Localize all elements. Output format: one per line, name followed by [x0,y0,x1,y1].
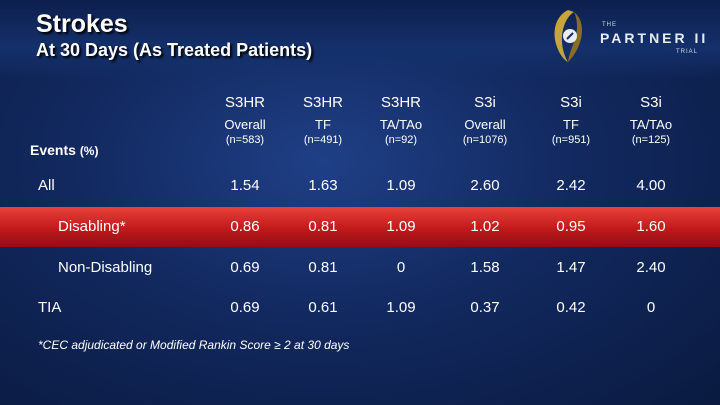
column-group: S3i [640,94,662,111]
logo-trial-text: TRIAL [676,49,699,55]
partner-logo: THE PARTNER II TRIAL [548,6,712,66]
table-cell: 1.54 [230,177,260,194]
column-subgroup: TA/TAo [629,117,673,132]
events-label-text: Events [30,142,76,158]
column-header-4: S3i Overall (n=1076) [443,94,527,146]
table-cell: 0.69 [230,299,260,316]
column-subgroup: TA/TAo [379,117,423,132]
slide-subtitle: At 30 Days (As Treated Patients) [36,40,313,60]
row-label: Disabling* [58,218,126,235]
column-header-1: S3HR Overall (n=583) [203,94,287,146]
events-unit: (%) [79,144,99,158]
row-label: All [38,177,55,194]
column-group: S3HR [380,94,421,111]
table-cell: 0 [646,299,656,316]
column-subgroup: Overall [224,117,266,132]
table-cell: 0.69 [230,259,260,276]
table-cell: 2.60 [470,177,500,194]
table-row-non-disabling: Non-Disabling 0.69 0.81 0 1.58 1.47 2.40 [0,248,720,288]
column-subgroup: Overall [464,117,506,132]
column-n: (n=1076) [462,134,508,146]
table-cell: 0.95 [556,218,586,235]
row-label: Non-Disabling [58,259,153,276]
column-header-3: S3HR TA/TAo (n=92) [359,94,443,146]
table-cell: 4.00 [636,177,666,194]
table-cell: 1.09 [386,218,416,235]
table-cell: 1.47 [556,259,586,276]
table-cell: 0.42 [556,299,586,316]
header-band [0,0,720,80]
table-cell: 0.61 [308,299,338,316]
column-subgroup: TF [315,117,331,132]
logo-the-text: THE [602,22,617,28]
table-cell: 0 [396,259,406,276]
column-header-6: S3i TA/TAo (n=125) [609,94,693,146]
logo-name-text: PARTNER II [600,30,709,46]
column-group: S3i [474,94,496,111]
row-label: TIA [38,299,62,316]
table-cell: 2.42 [556,177,586,194]
column-n: (n=125) [631,134,671,146]
table-cell: 0.37 [470,299,500,316]
column-n: (n=583) [225,134,265,146]
column-header-5: S3i TF (n=951) [529,94,613,146]
column-group: S3HR [302,94,343,111]
table-cell: 1.58 [470,259,500,276]
table-row-tia: TIA 0.69 0.61 1.09 0.37 0.42 0 [0,288,720,328]
table-cell: 0.81 [308,218,338,235]
table-cell: 1.63 [308,177,338,194]
table-cell: 2.40 [636,259,666,276]
column-header-2: S3HR TF (n=491) [281,94,365,146]
slide-title: Strokes [36,10,128,38]
column-group: S3HR [224,94,265,111]
footnote: *CEC adjudicated or Modified Rankin Scor… [38,338,350,352]
column-n: (n=92) [384,134,418,146]
table-row-disabling: Disabling* 0.86 0.81 1.09 1.02 0.95 1.60 [0,207,720,247]
table-cell: 0.81 [308,259,338,276]
table-cell: 1.60 [636,218,666,235]
table-cell: 0.86 [230,218,260,235]
table-row-all: All 1.54 1.63 1.09 2.60 2.42 4.00 [0,166,720,206]
column-n: (n=951) [551,134,591,146]
column-group: S3i [560,94,582,111]
table-cell: 1.09 [386,299,416,316]
table-cell: 1.02 [470,218,500,235]
partner-ii-logo-mark-icon [554,10,582,62]
column-subgroup: TF [563,117,579,132]
table-cell: 1.09 [386,177,416,194]
column-n: (n=491) [303,134,343,146]
events-label: Events (%) [30,142,98,158]
